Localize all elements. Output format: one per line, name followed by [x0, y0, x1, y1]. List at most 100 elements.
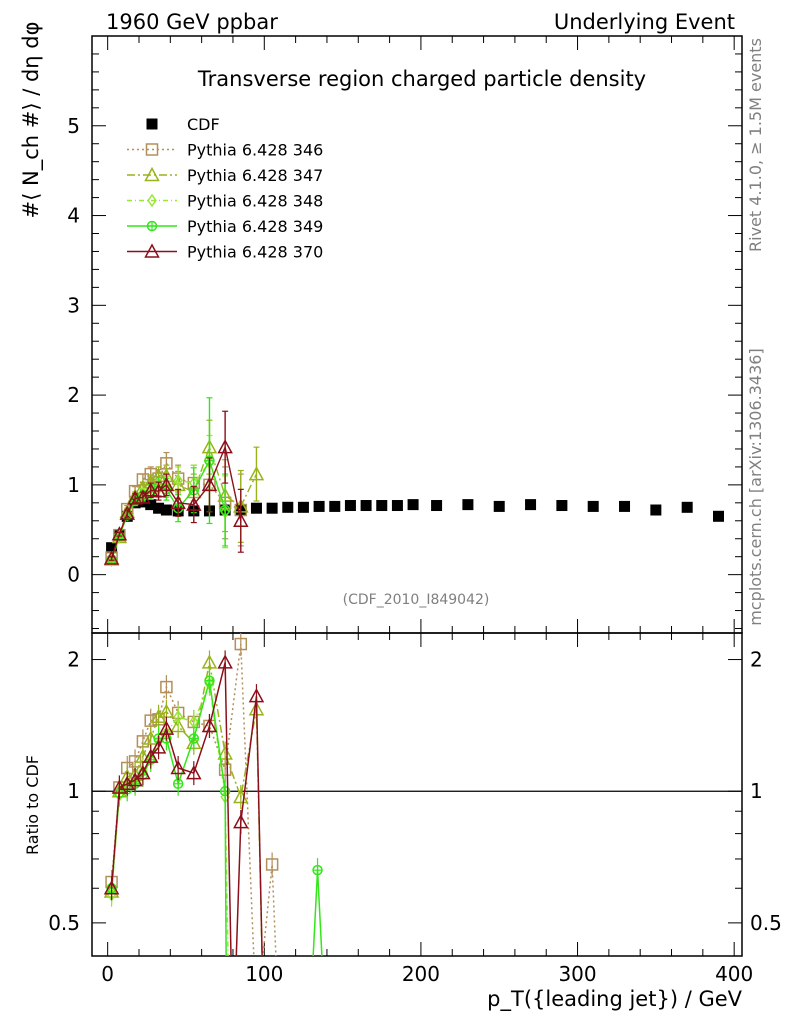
data-point [173, 473, 183, 488]
data-point [233, 512, 249, 528]
data-point [313, 500, 325, 512]
ratio-series-group [103, 633, 323, 956]
legend-label: Pythia 6.428 348 [187, 192, 323, 211]
mcplots-label: mcplots.cern.ch [arXiv:1306.3436] [746, 348, 765, 625]
ratio-pythia-6-428-370 [103, 650, 265, 956]
ratio-point [142, 748, 159, 763]
ratio-plot-frame [91, 632, 743, 957]
data-point [282, 501, 294, 513]
data-point [525, 499, 537, 511]
x-tick-label: 100 [245, 962, 283, 986]
y-tick-label-main: 3 [67, 293, 80, 317]
y-tick-label-main: 5 [67, 114, 80, 138]
ratio-point [160, 680, 173, 694]
y-tick-label-ratio-right: 1 [750, 779, 763, 803]
series-pythia-6-428-370 [103, 410, 249, 565]
data-point [391, 500, 403, 512]
data-point [119, 505, 136, 520]
data-point [186, 496, 202, 511]
ratio-point [158, 720, 175, 735]
ratio-line [110, 643, 277, 956]
x-tick-label: 300 [558, 962, 596, 986]
ratio-point [127, 772, 143, 787]
chart-title: Transverse region charged particle densi… [197, 67, 646, 91]
data-point [431, 500, 443, 512]
ratio-point [217, 745, 233, 760]
legend-item-pythia-6-428-349: Pythia 6.428 349 [127, 217, 323, 236]
series-cdf [106, 496, 725, 554]
data-point [158, 476, 175, 492]
data-point [493, 500, 505, 512]
legend-item-cdf: CDF [146, 115, 220, 134]
data-point [266, 502, 278, 514]
ratio-point [233, 814, 249, 829]
data-point [106, 542, 118, 554]
data-point [248, 466, 265, 481]
legend-label: Pythia 6.428 370 [187, 243, 323, 262]
ratio-line [110, 680, 323, 956]
watermark-label: (CDF_2010_I849042) [343, 592, 490, 608]
rivet-version-label: Rivet 4.1.0, ≥ 1.5M events [746, 38, 765, 252]
data-point [114, 530, 125, 544]
series-pythia-6-428-347 [103, 419, 265, 566]
y-tick-label-main: 0 [67, 563, 80, 587]
legend-marker [145, 143, 159, 156]
data-point [201, 476, 218, 492]
ratio-point [170, 759, 186, 775]
header-right: Underlying Event [554, 10, 735, 34]
legend-item-pythia-6-428-348: Pythia 6.428 348 [127, 192, 323, 211]
y-tick-label-ratio: 1 [67, 779, 80, 803]
ratio-point [144, 714, 157, 727]
ratio-point [173, 709, 183, 724]
data-point [650, 504, 662, 516]
legend-label: CDF [187, 115, 220, 134]
ratio-point [186, 765, 202, 780]
ratio-axis-ticks: 0 100 200 300 400 0.5 0.5 1 1 2 2 [48, 633, 782, 986]
data-point [106, 553, 117, 568]
y-tick-label-main: 2 [67, 383, 80, 407]
data-point [170, 494, 186, 510]
ratio-point [150, 739, 167, 754]
legend-label: Pythia 6.428 349 [187, 217, 323, 236]
y-tick-label-ratio-right: 2 [750, 648, 763, 672]
ratio-data-series [103, 633, 323, 956]
ratio-point [234, 637, 248, 651]
data-point [344, 500, 356, 512]
data-point [153, 502, 165, 514]
y-tick-label-ratio: 0.5 [48, 911, 80, 935]
data-point [142, 482, 159, 497]
main-data-series [103, 397, 725, 568]
data-point [407, 499, 419, 511]
data-point [250, 502, 262, 514]
legend-marker [144, 166, 160, 182]
y-tick-label-ratio-right: 0.5 [750, 911, 782, 935]
data-point [376, 500, 388, 512]
legend-item-pythia-6-428-347: Pythia 6.428 347 [127, 166, 323, 185]
ratio-point [265, 858, 279, 871]
data-point [329, 500, 341, 512]
legend: CDF Pythia 6.428 346 Pythia 6.428 347 Pythi… [127, 115, 323, 262]
legend-item-pythia-6-428-346: Pythia 6.428 346 [127, 141, 323, 160]
y-axis-label-ratio: Ratio to CDF [23, 755, 42, 855]
main-axis-ticks: 0 1 2 3 4 5 [67, 36, 742, 633]
data-point [145, 499, 157, 511]
ratio-point [201, 654, 218, 669]
data-point [587, 500, 599, 512]
y-tick-label-main: 4 [67, 204, 80, 228]
legend-label: Pythia 6.428 347 [187, 166, 323, 185]
data-point [713, 510, 725, 522]
data-point [103, 550, 120, 565]
y-axis-label-main: #⟨ N_ch #⟩ / dη dφ [19, 22, 44, 219]
data-point [111, 526, 128, 541]
ratio-pythia-6-428-349 [106, 668, 323, 956]
data-point [556, 500, 568, 512]
ratio-point [170, 717, 186, 733]
x-tick-label: 400 [715, 962, 753, 986]
main-series-group [103, 397, 725, 568]
ratio-point [150, 708, 167, 723]
data-point [681, 501, 693, 513]
x-tick-label: 200 [402, 962, 440, 986]
legend-marker [147, 193, 157, 208]
ratio-point [248, 688, 265, 703]
